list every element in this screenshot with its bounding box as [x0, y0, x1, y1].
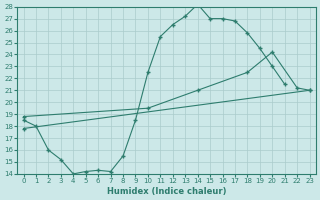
X-axis label: Humidex (Indice chaleur): Humidex (Indice chaleur) — [107, 187, 226, 196]
